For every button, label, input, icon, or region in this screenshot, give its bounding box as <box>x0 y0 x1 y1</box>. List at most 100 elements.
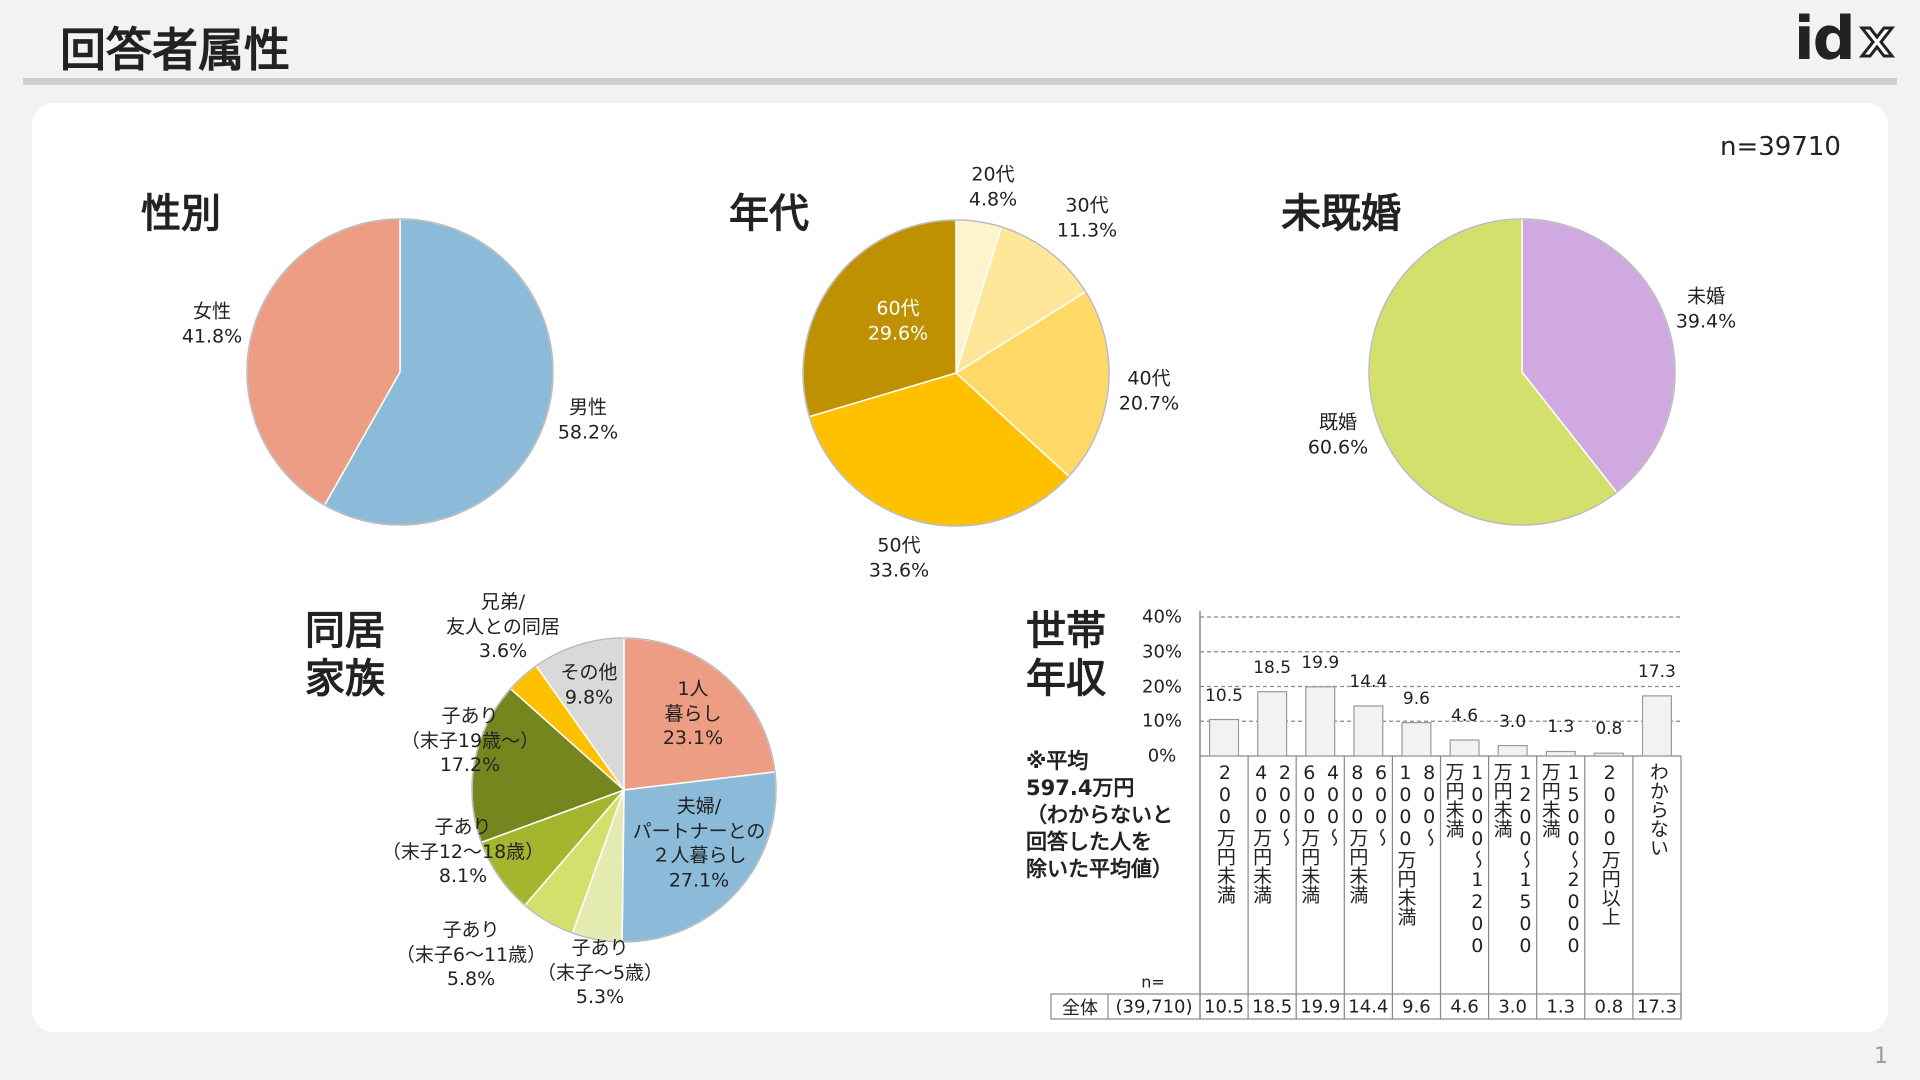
y-tick-label: 40% <box>1141 606 1183 628</box>
bar <box>1353 705 1384 757</box>
slice-label: 1人 暮らし 23.1% <box>663 677 723 751</box>
slice-label: 20代 4.8% <box>969 162 1017 211</box>
slice-category: 子あり （末子12～18歳） <box>381 815 545 863</box>
slice-value: 23.1% <box>662 727 724 750</box>
x-tick-label: 200万円未満 <box>1213 762 1236 904</box>
pie-outline <box>1368 218 1676 526</box>
slice-category: 60代 <box>876 297 920 320</box>
y-tick-label: 0% <box>1147 745 1177 767</box>
slice-value: 33.6% <box>868 559 930 581</box>
slice-category: 既婚 <box>1318 411 1358 434</box>
slice-category: 40代 <box>1127 367 1171 390</box>
chart-title: 年代 <box>729 191 809 237</box>
y-tick-label: 30% <box>1141 641 1183 663</box>
slice-label: 子あり （末子6～11歳） 5.8% <box>396 918 546 992</box>
slice-category: 未婚 <box>1686 285 1726 308</box>
slice-value: 27.1% <box>668 869 730 892</box>
x-tick-label: 800～ 1000万円未満 <box>1394 762 1441 926</box>
slice-category: 子あり （末子～5歳） <box>536 936 664 984</box>
slice-label: 男性 58.2% <box>558 395 618 444</box>
slice-label: 未婚 39.4% <box>1676 284 1736 333</box>
slice-label: 既婚 60.6% <box>1308 410 1368 459</box>
page-number: 1 <box>1874 1044 1888 1069</box>
slice-category: 50代 <box>877 534 921 557</box>
table-row <box>1050 993 1682 1020</box>
page-title: 回答者属性 <box>60 23 290 77</box>
bar-value-label: 9.6 <box>1402 688 1430 709</box>
slice-value: 39.4% <box>1675 310 1737 332</box>
slice-value: 5.3% <box>575 986 625 1009</box>
slice-value: 8.1% <box>438 865 488 888</box>
chart-title: 性別 <box>141 191 221 237</box>
slice-label: 子あり （末子12～18歳） 8.1% <box>382 815 544 889</box>
bar <box>1449 739 1480 757</box>
slice-label: 30代 11.3% <box>1057 193 1117 242</box>
bar-value-label: 14.4 <box>1349 671 1388 692</box>
slice-value: 9.8% <box>564 686 614 708</box>
table-value: 10.5 <box>1204 996 1245 1017</box>
x-tick-label: 1200～1500 万円未満 <box>1490 762 1537 957</box>
table-value: 4.6 <box>1450 996 1479 1017</box>
table-value: 14.4 <box>1348 996 1389 1017</box>
slice-label: 子あり （末子19歳～） 17.2% <box>401 704 539 778</box>
slice-value: 11.3% <box>1056 219 1118 241</box>
chart-title: 世帯 年収 <box>1026 608 1106 702</box>
table-value: 9.6 <box>1402 996 1431 1017</box>
slice-label: 女性 41.8% <box>182 299 242 348</box>
slice-value: 41.8% <box>181 325 243 347</box>
table-value: 3.0 <box>1498 996 1527 1017</box>
chart-title: 同居 家族 <box>305 608 385 702</box>
slice-category: 子あり （末子6～11歳） <box>395 918 547 966</box>
slice-value: 20.7% <box>1118 392 1180 414</box>
table-value: 0.8 <box>1594 996 1624 1017</box>
slice-category: 30代 <box>1065 194 1109 217</box>
slice-category: 男性 <box>568 396 608 419</box>
y-tick-label: 10% <box>1141 710 1183 732</box>
bar-value-label: 19.9 <box>1301 652 1340 673</box>
slice-category: 夫婦/ パートナーとの ２人暮らし <box>632 795 766 867</box>
x-tick-label: 1000～1200 万円未満 <box>1442 762 1489 957</box>
slice-category: 女性 <box>192 300 232 323</box>
bar-value-label: 18.5 <box>1253 657 1292 678</box>
x-tick-label: 200～ 400万円未満 <box>1250 762 1296 904</box>
bar-value-label: 10.5 <box>1205 685 1243 706</box>
slice-label: 兄弟/ 友人との同居 3.6% <box>446 590 560 664</box>
slice-label: 60代 29.6% <box>868 296 928 345</box>
slice-value: 17.2% <box>439 754 501 777</box>
slice-category: その他 <box>560 661 618 684</box>
slice-value: 5.8% <box>446 968 496 991</box>
chart-title: 未既婚 <box>1281 191 1401 237</box>
bar <box>1257 691 1288 757</box>
table-value: 17.3 <box>1636 996 1677 1017</box>
pie-outline <box>246 218 554 526</box>
logo-text: id <box>1794 4 1855 74</box>
slice-category: 1人 暮らし <box>664 677 722 725</box>
slice-label: 40代 20.7% <box>1119 366 1179 415</box>
slice-value: 3.6% <box>478 640 528 663</box>
bar <box>1401 722 1432 757</box>
bar-value-label: 1.3 <box>1547 717 1575 738</box>
x-tick-label: わからない <box>1646 762 1669 857</box>
bar <box>1209 718 1240 757</box>
bar <box>1497 744 1528 757</box>
slice-value: 58.2% <box>557 421 619 443</box>
bar-value-label: 17.3 <box>1638 661 1676 682</box>
slice-value: 29.6% <box>867 322 929 344</box>
bar-value-label: 0.8 <box>1595 719 1623 740</box>
slice-category: 兄弟/ 友人との同居 <box>446 590 560 638</box>
bar <box>1593 752 1624 757</box>
slice-label: 子あり （末子～5歳） 5.3% <box>537 936 663 1010</box>
x-tick-label: 1500～2000 万円未満 <box>1538 762 1585 957</box>
pie-outline <box>471 637 777 943</box>
header-rule <box>23 78 1897 85</box>
table-value: 19.9 <box>1300 996 1341 1017</box>
bar-value-label: 4.6 <box>1451 706 1479 726</box>
pie-outline <box>802 219 1110 527</box>
sample-size: n=39710 <box>1720 132 1841 162</box>
table-value: 18.5 <box>1252 996 1293 1017</box>
table-row-label: 全体 <box>1062 997 1098 1019</box>
x-tick-label: 600～ 800万円未満 <box>1346 762 1393 904</box>
bar-value-label: 3.0 <box>1499 711 1527 732</box>
slice-category: 20代 <box>971 163 1015 186</box>
